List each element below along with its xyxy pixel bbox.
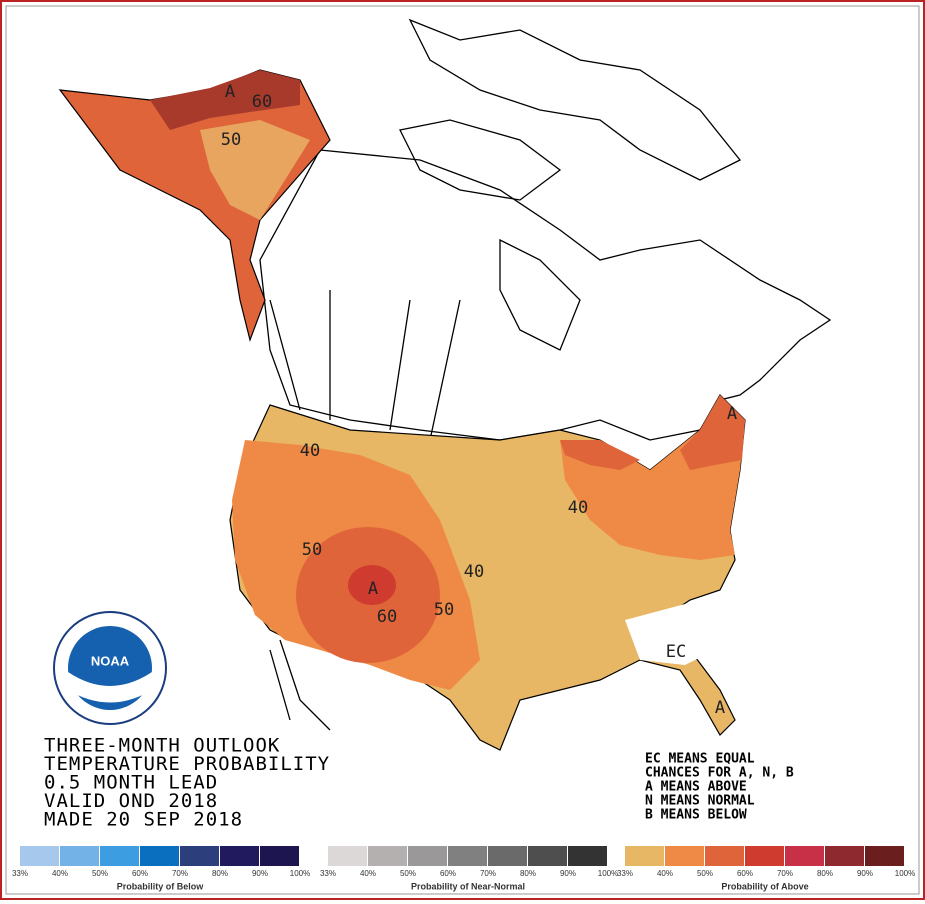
legend-note: A MEANS ABOVE (645, 780, 747, 795)
legend-swatch (100, 846, 139, 866)
legend-tick-label: 40% (52, 869, 68, 878)
legend-tick-label: 70% (777, 869, 793, 878)
legend-tick-label: 40% (657, 869, 673, 878)
outlook-title-line: 0.5 MONTH LEAD (44, 772, 218, 794)
legend-swatch (140, 846, 179, 866)
legend-tick-label: 100% (895, 869, 915, 878)
legend-swatch (785, 846, 824, 866)
legend-swatch (20, 846, 59, 866)
legend-tick-label: 33% (320, 869, 336, 878)
legend-tick-label: 60% (132, 869, 148, 878)
legend-swatch (568, 846, 607, 866)
legend-tick-label: 60% (737, 869, 753, 878)
legend-swatch (60, 846, 99, 866)
map-label: 60 (252, 92, 272, 112)
legend-note: CHANCES FOR A, N, B (645, 766, 794, 781)
outlook-title-line: VALID OND 2018 (44, 790, 218, 812)
legend-swatch (408, 846, 447, 866)
noaa-logo: NOAA (53, 611, 167, 725)
legend-tick-label: 50% (400, 869, 416, 878)
outlook-title-line: MADE 20 SEP 2018 (44, 809, 243, 831)
legend-swatch (665, 846, 704, 866)
legend-caption: Probability of Below (117, 881, 205, 891)
map-label: EC (666, 642, 686, 662)
legend-swatch (488, 846, 527, 866)
legend-swatch (825, 846, 864, 866)
map-label: 50 (221, 130, 241, 150)
legend-tick-label: 33% (617, 869, 633, 878)
legend-note: B MEANS BELOW (645, 808, 747, 823)
legend-swatch (448, 846, 487, 866)
logo-text: NOAA (91, 653, 130, 668)
legend-swatch (260, 846, 299, 866)
above-50-lakes (560, 440, 640, 470)
outlook-title-line: TEMPERATURE PROBABILITY (44, 753, 330, 775)
legend-tick-label: 33% (12, 869, 28, 878)
alaska-40-region (200, 120, 310, 220)
above-50-northeast (680, 395, 745, 470)
map-label: 50 (302, 540, 322, 560)
coastlines (259, 18, 832, 731)
legend-tick-label: 60% (440, 869, 456, 878)
legend-swatch (625, 846, 664, 866)
map-label: A (727, 404, 737, 424)
legend-tick-label: 90% (560, 869, 576, 878)
map-label: 40 (568, 498, 588, 518)
legend-tick-label: 80% (817, 869, 833, 878)
map-label: 40 (464, 562, 484, 582)
legend-note: EC MEANS EQUAL (645, 752, 755, 767)
legend-swatch (180, 846, 219, 866)
map-label: A (715, 698, 725, 718)
legend-tick-label: 100% (290, 869, 310, 878)
legend-tick-label: 90% (252, 869, 268, 878)
legend-swatch (745, 846, 784, 866)
legend-tick-label: 80% (212, 869, 228, 878)
legend-tick-label: 70% (480, 869, 496, 878)
legend-caption: Probability of Near-Normal (411, 881, 525, 891)
legend-tick-label: 40% (360, 869, 376, 878)
map-label: 40 (300, 441, 320, 461)
legend-tick-label: 50% (92, 869, 108, 878)
map-label: 60 (377, 607, 397, 627)
legend-tick-label: 100% (598, 869, 618, 878)
legend-tick-label: 80% (520, 869, 536, 878)
legend-swatch (220, 846, 259, 866)
legend-swatch (705, 846, 744, 866)
alaska-60-region (150, 70, 300, 130)
legend-note: N MEANS NORMAL (645, 794, 755, 809)
legend-swatch (368, 846, 407, 866)
frame-inner (5, 5, 920, 895)
map-label: A (368, 579, 378, 599)
ec-region (625, 600, 705, 665)
legend-caption: Probability of Above (721, 881, 808, 891)
legend-tick-label: 70% (172, 869, 188, 878)
legend-swatch (865, 846, 904, 866)
legend-swatch (528, 846, 567, 866)
map-label: A (225, 82, 235, 102)
legend-swatch (328, 846, 367, 866)
above-60-core (348, 565, 396, 605)
legend-tick-label: 90% (857, 869, 873, 878)
map-label: 50 (434, 600, 454, 620)
legend-tick-label: 50% (697, 869, 713, 878)
outlook-title-line: THREE-MONTH OUTLOOK (44, 735, 280, 757)
